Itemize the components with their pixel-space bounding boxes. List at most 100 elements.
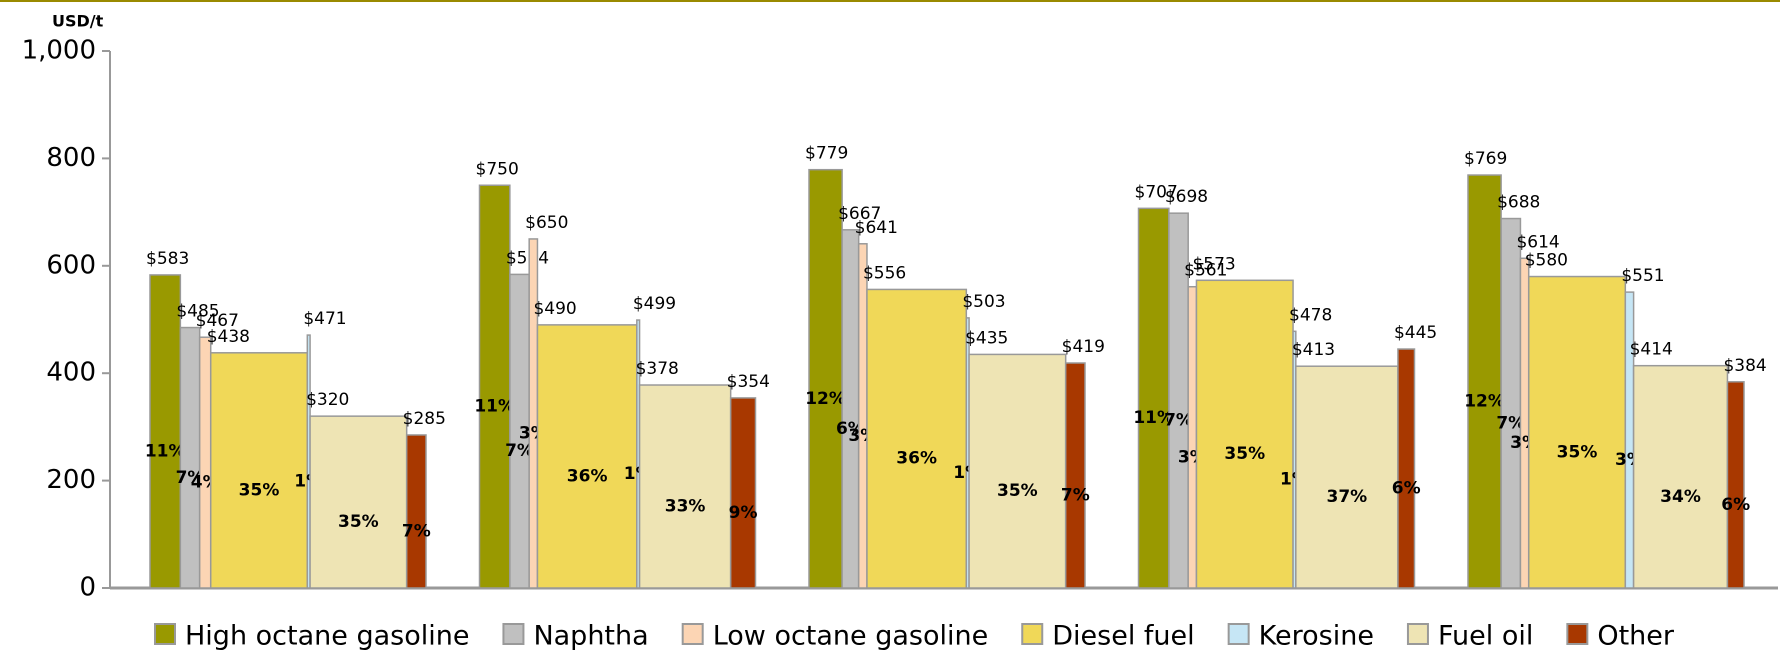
share-label: 35% xyxy=(997,481,1038,501)
value-label: $467 xyxy=(196,311,239,331)
y-tick-label: 400 xyxy=(46,358,96,388)
legend-label: Fuel oil xyxy=(1438,621,1533,652)
share-label: 33% xyxy=(665,497,706,517)
value-label: $419 xyxy=(1062,337,1105,357)
bar xyxy=(1064,362,1086,589)
bar xyxy=(536,324,638,589)
legend-swatch xyxy=(1227,623,1250,645)
bar xyxy=(866,288,968,589)
value-label: $750 xyxy=(476,159,519,179)
share-label: 11% xyxy=(1133,408,1174,428)
bar xyxy=(149,274,182,589)
value-label: $413 xyxy=(1292,340,1335,360)
bar xyxy=(841,229,860,589)
bar xyxy=(857,243,868,589)
legend-label: Low octane gasoline xyxy=(713,621,989,652)
value-label: $285 xyxy=(403,409,446,429)
bar xyxy=(209,352,309,589)
y-tick-label: 0 xyxy=(79,573,96,603)
value-label: $698 xyxy=(1165,187,1208,207)
share-label: 12% xyxy=(805,389,846,409)
bar xyxy=(1632,364,1729,589)
value-label: $445 xyxy=(1394,323,1437,343)
bar xyxy=(198,336,212,589)
value-label: $435 xyxy=(965,328,1008,348)
value-label: $551 xyxy=(1621,266,1664,286)
value-label: $769 xyxy=(1464,149,1507,169)
value-label: $561 xyxy=(1184,261,1227,281)
bar xyxy=(1195,279,1294,589)
value-label: $414 xyxy=(1630,340,1673,360)
legend-swatch xyxy=(502,623,525,645)
value-label: $503 xyxy=(962,292,1005,312)
share-label: 37% xyxy=(1327,487,1368,507)
value-label: $707 xyxy=(1135,182,1178,202)
share-label: 12% xyxy=(1464,392,1505,412)
share-label: 6% xyxy=(836,419,865,439)
value-label: $556 xyxy=(863,263,906,283)
bar xyxy=(638,384,732,589)
value-label: $490 xyxy=(533,299,576,319)
share-label: 11% xyxy=(474,397,515,417)
bar xyxy=(1500,217,1522,589)
value-label: $584 xyxy=(506,248,549,268)
share-label: 7% xyxy=(1164,411,1193,431)
share-label: 7% xyxy=(505,441,534,461)
bar xyxy=(1726,381,1745,589)
bar xyxy=(309,415,408,589)
share-label: 35% xyxy=(1557,442,1598,462)
value-label: $320 xyxy=(306,390,349,410)
bar xyxy=(405,434,427,589)
bar xyxy=(1137,207,1170,589)
bar xyxy=(1527,275,1627,589)
bar xyxy=(179,326,201,589)
bar xyxy=(1519,257,1530,589)
bar xyxy=(1467,174,1502,589)
share-label: 36% xyxy=(567,466,608,486)
share-label: 7% xyxy=(402,521,431,541)
share-label: 11% xyxy=(145,441,186,461)
bar xyxy=(478,184,511,589)
share-label: 6% xyxy=(1721,495,1750,515)
value-label: $650 xyxy=(525,213,568,233)
legend-swatch xyxy=(681,623,704,645)
legend-label: Kerosine xyxy=(1259,621,1374,652)
value-label: $573 xyxy=(1192,254,1235,274)
value-label: $438 xyxy=(207,327,250,347)
bar xyxy=(1187,285,1198,589)
bar xyxy=(729,397,757,589)
bar xyxy=(1295,365,1399,589)
y-tick-label: 200 xyxy=(46,465,96,495)
value-label: $641 xyxy=(855,218,898,238)
legend-label: Diesel fuel xyxy=(1052,621,1194,652)
value-label: $499 xyxy=(633,294,676,314)
value-label: $354 xyxy=(727,372,770,392)
y-tick-label: 800 xyxy=(46,143,96,173)
share-label: 6% xyxy=(1392,479,1421,499)
share-label: 9% xyxy=(729,503,758,523)
value-label: $667 xyxy=(838,204,881,224)
legend-swatch xyxy=(154,623,176,645)
y-tick-label: 1,000 xyxy=(22,36,96,66)
share-label: 35% xyxy=(338,512,379,532)
bar xyxy=(528,238,539,589)
share-label: 34% xyxy=(1660,487,1701,507)
legend-swatch xyxy=(1021,623,1044,645)
value-label: $688 xyxy=(1497,193,1540,213)
legend-label: High octane gasoline xyxy=(185,621,469,652)
value-label: $471 xyxy=(303,309,346,329)
legend-swatch xyxy=(1406,623,1429,645)
value-label: $384 xyxy=(1723,356,1766,376)
bar xyxy=(1624,291,1635,589)
value-label: $614 xyxy=(1516,232,1559,252)
share-label: 7% xyxy=(1496,413,1525,433)
value-label: $378 xyxy=(636,359,679,379)
share-label: 35% xyxy=(239,480,280,500)
value-label: $583 xyxy=(146,249,189,269)
legend-swatch xyxy=(1566,623,1589,645)
y-axis-label: USD/t xyxy=(52,12,104,31)
share-label: 35% xyxy=(1224,444,1265,464)
value-label: $485 xyxy=(176,302,219,322)
share-label: 7% xyxy=(1061,485,1090,505)
